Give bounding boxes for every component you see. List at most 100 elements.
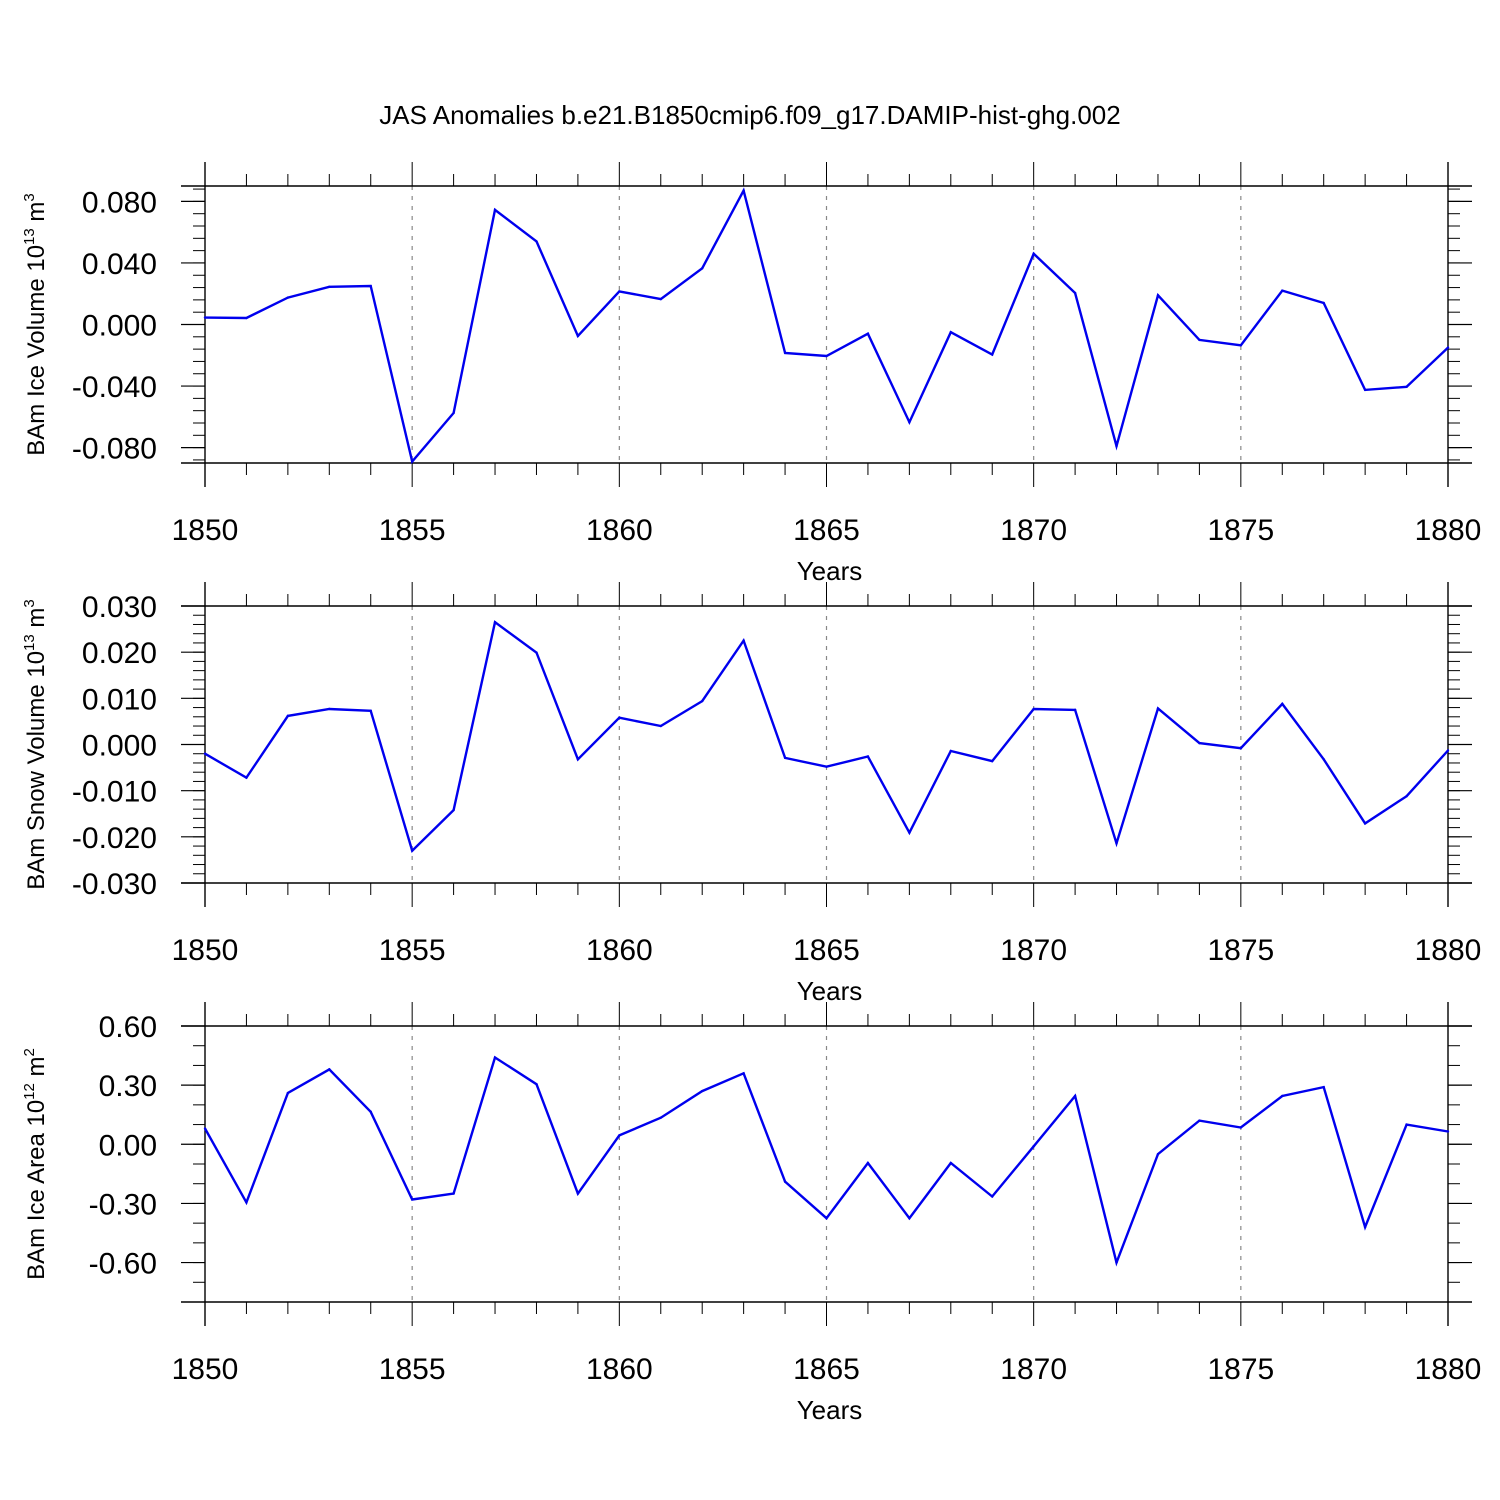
ice-area-xtick-label-1850: 1850: [172, 1353, 239, 1386]
snow-volume-xtick-label-1875: 1875: [1207, 934, 1274, 967]
ice-volume-data-point-1863: [742, 189, 745, 192]
ice-volume-data-point-1855: [410, 460, 414, 463]
snow-volume-data-point-1858: [535, 651, 538, 654]
snow-volume-xtick-label-1850: 1850: [172, 934, 239, 967]
ice-area-y-axis-title: BAm Ice Area 1012 m2: [21, 1048, 50, 1280]
snow-volume-data-point-1862: [701, 699, 704, 703]
ice-area-data-point-1853: [328, 1068, 331, 1071]
snow-volume-ytick-label: -0.030: [72, 868, 157, 901]
snow-volume-ytick-label: -0.020: [72, 822, 157, 855]
ice-volume-xtick-label-1855: 1855: [379, 514, 446, 547]
ice-area-data-point-1871: [1073, 1094, 1077, 1098]
ice-volume-ytick-label: 0.000: [82, 310, 157, 343]
ice-area-data-point-1880: [1446, 1130, 1450, 1133]
ice-area-data-point-1859: [576, 1192, 580, 1195]
ice-volume-xtick-label-1870: 1870: [1000, 514, 1067, 547]
ice-volume-xtick-label-1865: 1865: [793, 514, 860, 547]
ice-volume-data-point-1862: [701, 267, 704, 270]
snow-volume-ytick-label: -0.010: [72, 776, 157, 809]
snow-volume-xtick-label-1855: 1855: [379, 934, 446, 967]
ice-area-data-point-1860: [618, 1134, 621, 1137]
ice-area-data-point-1865: [825, 1217, 828, 1220]
ice-area-data-point-1870: [1032, 1145, 1035, 1148]
snow-volume-data-point-1852: [286, 714, 290, 718]
snow-volume-data-point-1863: [742, 639, 745, 642]
ice-volume-data-point-1851: [245, 316, 248, 320]
ice-area-xtick-label-1870: 1870: [1000, 1353, 1067, 1386]
ice-volume-xtick-label-1875: 1875: [1207, 514, 1274, 547]
ice-volume-data-point-1867: [908, 421, 911, 424]
snow-volume-data-point-1867: [908, 831, 911, 834]
ice-area-data-point-1856: [452, 1192, 455, 1195]
ice-volume-data-point-1856: [452, 411, 455, 415]
snow-volume-xtick-label-1865: 1865: [793, 934, 860, 967]
ice-volume-data-point-1873: [1156, 294, 1160, 297]
snow-volume-y-axis-title: BAm Snow Volume 1013 m3: [21, 599, 50, 890]
ice-volume-data-point-1869: [991, 353, 994, 356]
ice-volume-data-point-1852: [286, 296, 290, 299]
ice-area-data-point-1863: [742, 1072, 745, 1075]
ice-volume-data-point-1861: [659, 297, 662, 301]
ice-area-data-point-1875: [1239, 1126, 1243, 1129]
snow-volume-data-point-1861: [659, 724, 662, 728]
ice-area-data-point-1873: [1156, 1152, 1160, 1156]
ice-area-data-point-1850: [203, 1127, 207, 1130]
snow-volume-data-point-1874: [1198, 741, 1201, 745]
ice-volume-data-point-1854: [369, 284, 372, 288]
ice-volume-data-point-1880: [1446, 346, 1450, 349]
snow-volume-data-point-1880: [1446, 749, 1450, 752]
ice-volume-data-point-1850: [203, 316, 207, 319]
ice-area-data-point-1861: [659, 1116, 662, 1119]
snow-volume-data-point-1855: [410, 849, 414, 852]
ice-area-xtick-label-1880: 1880: [1415, 1353, 1482, 1386]
ice-area-ytick-label: -0.60: [89, 1248, 157, 1281]
ice-area-data-point-1868: [949, 1161, 952, 1165]
ice-area-xtick-label-1865: 1865: [793, 1353, 860, 1386]
snow-volume-data-point-1872: [1115, 842, 1118, 845]
ice-area-data-point-1857: [493, 1056, 497, 1059]
snow-volume-data-point-1868: [949, 749, 952, 753]
ice-area-data-point-1878: [1363, 1225, 1367, 1229]
ice-area-x-axis-title: Years: [797, 1395, 863, 1425]
snow-volume-ytick-label: 0.020: [82, 637, 157, 670]
snow-volume-data-point-1876: [1281, 702, 1284, 706]
ice-area-data-point-1858: [535, 1082, 538, 1086]
chart-title: JAS Anomalies b.e21.B1850cmip6.f09_g17.D…: [379, 100, 1120, 130]
ice-volume-data-point-1879: [1405, 385, 1408, 389]
ice-volume-data-point-1868: [949, 330, 952, 334]
snow-volume-xtick-label-1870: 1870: [1000, 934, 1067, 967]
ice-area-data-point-1869: [991, 1195, 994, 1198]
panel-ice-area: 1850 1855 1860 1865 1870 1875 1880 -0.60 -0.30 0.…: [21, 1002, 1481, 1425]
snow-volume-data-point-1870: [1032, 707, 1035, 711]
ice-volume-data-point-1871: [1073, 291, 1077, 295]
snow-volume-data-point-1879: [1405, 795, 1408, 798]
ice-volume-ytick-label: -0.080: [72, 433, 157, 466]
ice-volume-xtick-label-1880: 1880: [1415, 514, 1482, 547]
snow-volume-data-point-1856: [452, 808, 455, 812]
snow-volume-data-point-1860: [618, 716, 621, 719]
ice-area-data-point-1872: [1115, 1261, 1118, 1264]
ice-area-data-point-1862: [701, 1089, 704, 1093]
panel-ice-volume: 1850 1855 1860 1865 1870 1875 1880 -0.080 -0.040…: [21, 162, 1481, 586]
ice-volume-data-point-1857: [493, 208, 497, 212]
ice-area-data-point-1851: [245, 1201, 248, 1204]
ice-area-xtick-label-1860: 1860: [586, 1353, 653, 1386]
snow-volume-x-axis-title: Years: [797, 976, 863, 1006]
ice-volume-ytick-label: 0.040: [82, 248, 157, 281]
ice-volume-data-point-1872: [1115, 444, 1118, 448]
ice-area-ytick-label: 0.60: [99, 1011, 157, 1044]
ice-area-data-point-1866: [866, 1161, 870, 1165]
ice-volume-x-axis-title: Years: [797, 556, 863, 586]
snow-volume-data-point-1878: [1363, 822, 1367, 825]
snow-volume-data-point-1857: [493, 620, 497, 624]
snow-volume-ytick-label: 0.030: [82, 591, 157, 624]
ice-area-xtick-label-1875: 1875: [1207, 1353, 1274, 1386]
snow-volume-ytick-label: 0.000: [82, 730, 157, 763]
ice-volume-data-point-1866: [866, 332, 870, 335]
snow-volume-data-point-1866: [866, 755, 870, 758]
ice-area-ytick-label: 0.00: [99, 1129, 157, 1162]
ice-area-data-point-1867: [908, 1217, 911, 1220]
snow-volume-data-point-1871: [1073, 708, 1077, 712]
ice-volume-data-point-1858: [535, 240, 538, 243]
